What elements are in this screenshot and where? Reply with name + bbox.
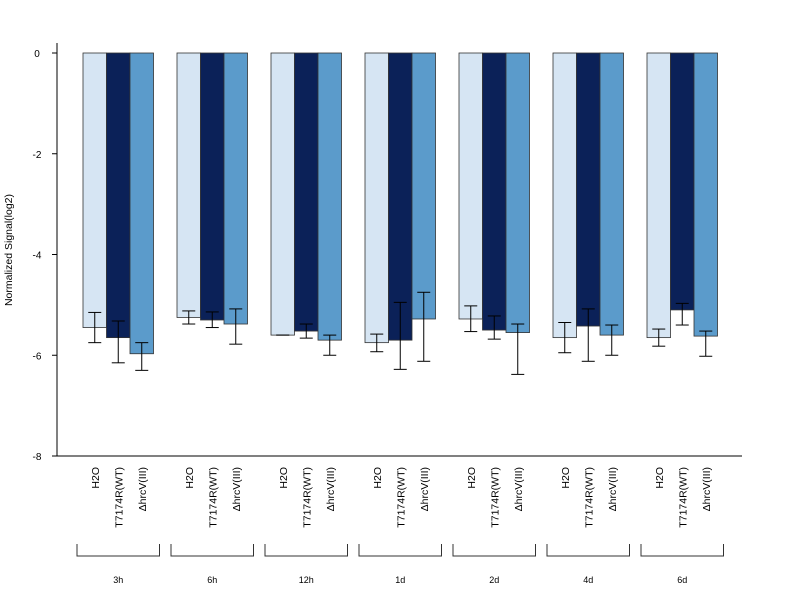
- bar-3h-0: [82, 52, 107, 328]
- y-tick-label: -6: [33, 351, 42, 362]
- group-label: 2d: [489, 575, 499, 585]
- bar-2d-1: [482, 52, 507, 331]
- bar-2d-2: [505, 52, 530, 333]
- x-category-labels: H2O T7174R(WT) ΔhrcV(III) H2O T7174R(WT) Δhrc…: [90, 467, 713, 528]
- group-label: 3h: [113, 575, 123, 585]
- y-tick-label: -4: [33, 251, 42, 262]
- category-label: T7174R(WT): [207, 467, 219, 528]
- bar-4d-1: [576, 52, 601, 327]
- bar-6h-2: [223, 52, 248, 325]
- bar-12h-1: [294, 52, 319, 332]
- category-label: H2O: [372, 467, 384, 489]
- bar-12h-2: [317, 52, 342, 341]
- category-label: H2O: [654, 467, 666, 489]
- bar-6d-2: [693, 52, 718, 337]
- y-tick-label: -2: [33, 150, 42, 161]
- bar-3h-1: [106, 52, 131, 339]
- bar-3h-2: [129, 52, 154, 355]
- y-tick-label: -8: [33, 452, 42, 463]
- group-label: 12h: [299, 575, 314, 585]
- bar-6h-1: [200, 52, 225, 321]
- group-bracket: [170, 544, 254, 557]
- bar-6h-0: [176, 52, 201, 318]
- bar-4d-2: [599, 52, 624, 336]
- category-label: T7174R(WT): [677, 467, 689, 528]
- group-label: 1d: [395, 575, 405, 585]
- bar-1d-2: [411, 52, 436, 320]
- bar-1d-0: [364, 52, 389, 344]
- category-label: ΔhrcV(III): [701, 467, 713, 511]
- group-label: 6h: [207, 575, 217, 585]
- group-bracket: [264, 544, 348, 557]
- group-label: 4d: [583, 575, 593, 585]
- error-bars: [88, 291, 713, 375]
- bar-1d-1: [388, 52, 413, 341]
- category-label: ΔhrcV(III): [137, 467, 149, 511]
- group-label: 6d: [677, 575, 687, 585]
- y-tick-label: 0: [34, 49, 40, 60]
- bar-4d-0: [552, 52, 577, 339]
- category-label: ΔhrcV(III): [231, 467, 243, 511]
- group-brackets: 3h 6h 12h 1d 2d 4d 6d: [76, 544, 724, 585]
- category-label: T7174R(WT): [583, 467, 595, 528]
- category-label: H2O: [90, 467, 102, 489]
- bar-6d-0: [646, 52, 671, 339]
- group-bracket: [358, 544, 442, 557]
- category-label: ΔhrcV(III): [325, 467, 337, 511]
- category-label: T7174R(WT): [301, 467, 313, 528]
- bars: [82, 52, 718, 355]
- bar-2d-0: [458, 52, 483, 320]
- category-label: H2O: [278, 467, 290, 489]
- category-label: ΔhrcV(III): [607, 467, 619, 511]
- category-label: T7174R(WT): [489, 467, 501, 528]
- bar-12h-0: [270, 52, 295, 336]
- group-bracket: [640, 544, 724, 557]
- bar-6d-1: [670, 52, 695, 311]
- category-label: H2O: [184, 467, 196, 489]
- category-label: ΔhrcV(III): [513, 467, 525, 511]
- group-bracket: [546, 544, 630, 557]
- category-label: ΔhrcV(III): [419, 467, 431, 511]
- category-label: T7174R(WT): [113, 467, 125, 528]
- y-axis-label: Normalized Signal(log2): [3, 194, 15, 306]
- category-label: H2O: [466, 467, 478, 489]
- category-label: H2O: [560, 467, 572, 489]
- category-label: T7174R(WT): [395, 467, 407, 528]
- group-bracket: [76, 544, 160, 557]
- group-bracket: [452, 544, 536, 557]
- y-axis: 0 -2 -4 -6 -8: [33, 43, 742, 463]
